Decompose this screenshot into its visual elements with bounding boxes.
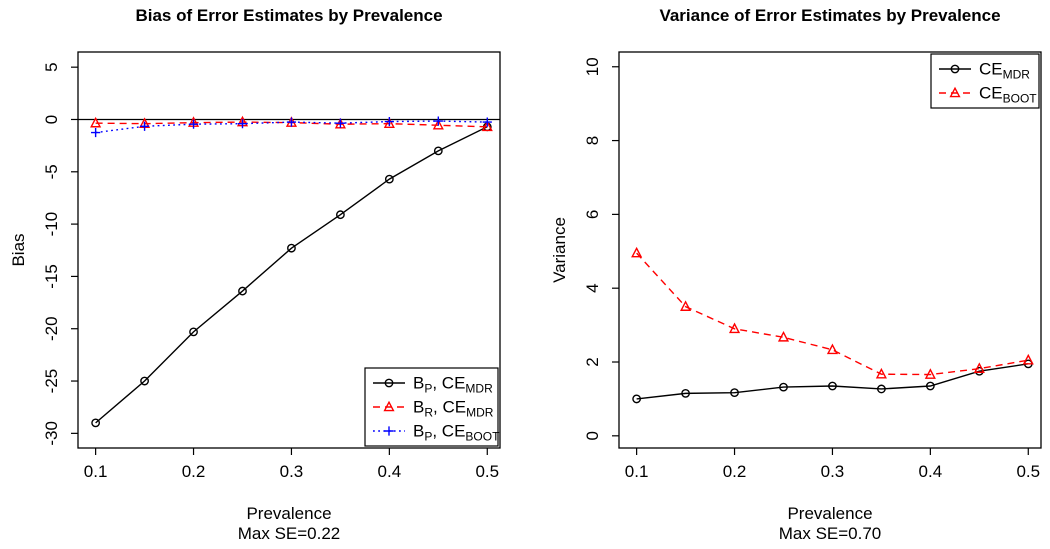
x-tick-label: 0.3 [821, 462, 845, 481]
x-tick-label: 0.2 [723, 462, 747, 481]
series-ce-mdr [632, 359, 1033, 404]
bias-x-axis-label: Prevalence [246, 504, 332, 523]
bias-panel: 0.1 0.2 0.3 0.4 0.5 5 0 -5 -10 -15 -20 -25 -30 BP, CE… [42, 51, 501, 481]
y-tick-label: 10 [583, 57, 602, 76]
legend-label: CEBOOT [979, 84, 1037, 106]
y-tick-label: 8 [583, 136, 602, 145]
y-tick-label: -15 [42, 264, 61, 289]
y-tick-label: -30 [42, 421, 61, 446]
series-ce-boot [631, 246, 1034, 379]
x-tick-label: 0.1 [84, 462, 108, 481]
series-line [636, 252, 1029, 376]
y-tick-label: -25 [42, 369, 61, 394]
x-tick-label: 0.5 [1016, 462, 1040, 481]
variance-max-se-note: Max SE=0.70 [778, 524, 882, 543]
plot-box [618, 51, 1042, 449]
y-tick-label: -20 [42, 316, 61, 341]
y-tick-label: 0 [583, 431, 602, 440]
series-b-p-ce-boot [91, 116, 492, 138]
y-tick-label: 6 [583, 210, 602, 219]
series-b-p-ce-mdr [91, 122, 492, 428]
variance-chart-title: Variance of Error Estimates by Prevalenc… [659, 6, 1001, 25]
legend-label: CEMDR [979, 60, 1030, 82]
x-tick-label: 0.5 [475, 462, 499, 481]
variance-x-axis-label: Prevalence [787, 504, 873, 523]
legend-box [930, 53, 1040, 109]
legend-label: BR, CEMDR [413, 398, 494, 420]
x-tick-label: 0.2 [182, 462, 206, 481]
x-tick-label: 0.4 [919, 462, 943, 481]
y-tick-label: -5 [42, 164, 61, 179]
series-line [95, 126, 488, 424]
plot-box [77, 51, 501, 449]
x-tick-label: 0.1 [625, 462, 649, 481]
bias-chart-title: Bias of Error Estimates by Prevalence [135, 6, 443, 25]
bias-y-axis-label: Bias [9, 233, 28, 267]
y-tick-label: 4 [583, 283, 602, 292]
x-tick-label: 0.4 [378, 462, 402, 481]
series-line [636, 363, 1029, 400]
y-tick-label: 0 [42, 115, 61, 124]
x-tick-label: 0.3 [280, 462, 304, 481]
y-tick-label: 5 [42, 62, 61, 71]
legend-label: BP, CEMDR [413, 374, 493, 396]
y-tick-label: 2 [583, 357, 602, 366]
bias-max-se-note: Max SE=0.22 [237, 524, 341, 543]
legend-label: BP, CEBOOT [413, 422, 500, 444]
y-tick-label: -10 [42, 212, 61, 237]
variance-y-axis-label: Variance [550, 217, 569, 283]
